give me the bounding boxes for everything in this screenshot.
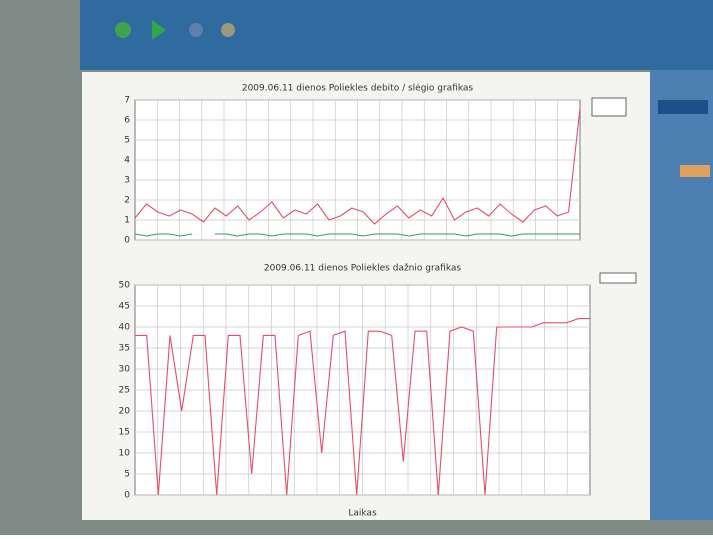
data-line [134, 107, 581, 225]
legend-button[interactable] [599, 272, 637, 284]
stop-icon[interactable] [189, 23, 203, 37]
y-tick-label: 0 [124, 491, 130, 501]
charts: 2009.06.11 dienos Poliekles debito / slė… [119, 84, 591, 519]
y-tick-label: 0 [124, 236, 130, 246]
y-tick-label: 10 [119, 449, 131, 459]
data-line [135, 318, 590, 496]
chart-title: 2009.06.11 dienos Poliekles dažnio grafi… [264, 264, 462, 274]
play-icon[interactable] [152, 20, 166, 40]
y-tick-label: 15 [119, 428, 130, 438]
y-tick-label: 50 [119, 281, 131, 291]
side-field [680, 165, 710, 177]
y-tick-label: 30 [119, 365, 131, 375]
legend-button[interactable] [591, 97, 627, 117]
toolbar [80, 0, 713, 70]
y-tick-label: 40 [119, 323, 131, 333]
y-tick-label: 6 [124, 116, 130, 126]
settings-icon[interactable] [221, 23, 235, 37]
y-tick-label: 2 [124, 196, 130, 206]
side-field [658, 100, 708, 114]
y-tick-label: 5 [124, 136, 130, 146]
y-tick-label: 1 [124, 216, 130, 226]
refresh-icon[interactable] [115, 22, 131, 38]
y-tick-label: 35 [119, 344, 130, 354]
y-tick-label: 3 [124, 176, 130, 186]
chart-title: 2009.06.11 dienos Poliekles debito / slė… [242, 84, 474, 94]
y-tick-label: 7 [124, 96, 130, 106]
y-tick-label: 5 [124, 470, 130, 480]
x-axis-label: Laikas [348, 509, 377, 519]
y-tick-label: 4 [124, 156, 130, 166]
y-tick-label: 25 [119, 386, 130, 396]
y-tick-label: 45 [119, 302, 130, 312]
data-line [134, 233, 580, 237]
y-tick-label: 20 [119, 407, 131, 417]
side-panel [650, 70, 713, 520]
